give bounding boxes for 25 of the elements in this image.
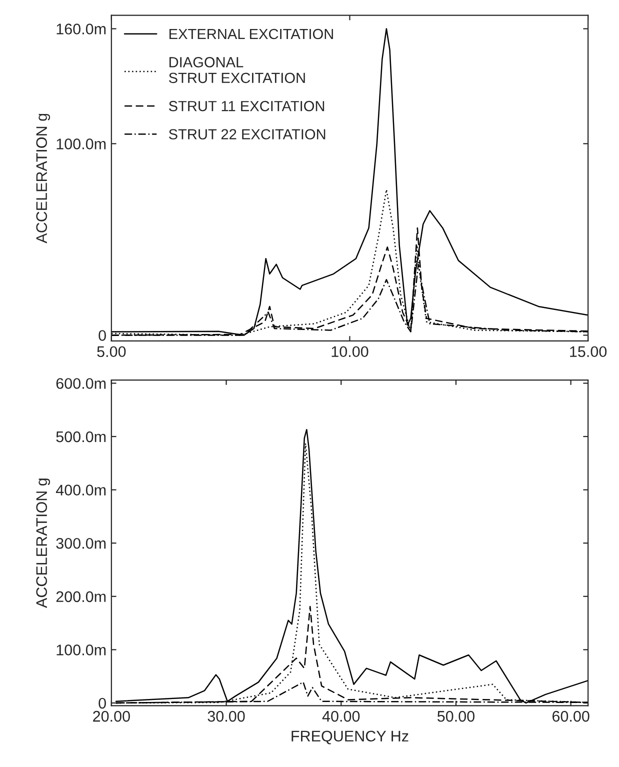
x-tick-label: 60.00 — [552, 710, 590, 722]
x-tick-label: 10.00 — [332, 346, 368, 358]
y-tick-label: 200.0m — [56, 591, 106, 602]
y-tick-label: 0 — [98, 698, 106, 709]
y-axis-title: ACCELERATION g — [36, 478, 50, 608]
x-tick-label: 40.00 — [322, 710, 360, 722]
y-tick-label: 600.0m — [56, 378, 106, 389]
y-tick-label: 0 — [98, 330, 106, 341]
x-tick-label: 15.00 — [570, 346, 607, 358]
y-tick-label: 500.0m — [56, 431, 106, 442]
y-tick-label: 400.0m — [56, 484, 106, 496]
x-axis-title: FREQUENCY Hz — [292, 730, 408, 744]
y-axis-title: ACCELERATION g — [36, 114, 50, 244]
legend-label: STRUT 22 EXCITATION — [168, 129, 326, 140]
y-tick-label: 300.0m — [56, 538, 106, 549]
legend-label: DIAGONAL STRUT EXCITATION — [168, 57, 305, 84]
legend-label: EXTERNAL EXCITATION — [169, 28, 333, 40]
legend-label: STRUT 11 EXCITATION — [168, 100, 324, 112]
x-tick-label: 30.00 — [208, 710, 245, 722]
y-tick-label: 100.0m — [56, 644, 106, 656]
x-tick-label: 50.00 — [437, 710, 474, 722]
x-tick-label: 20.00 — [93, 710, 130, 722]
x-tick-label: 5.00 — [97, 346, 126, 358]
y-tick-label: 100.0m — [56, 138, 106, 150]
y-tick-label: 160.0m — [56, 24, 106, 34]
